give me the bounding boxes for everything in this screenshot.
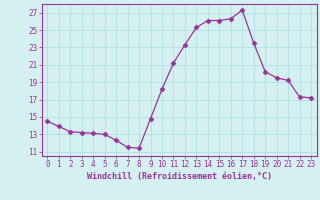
X-axis label: Windchill (Refroidissement éolien,°C): Windchill (Refroidissement éolien,°C) (87, 172, 272, 181)
